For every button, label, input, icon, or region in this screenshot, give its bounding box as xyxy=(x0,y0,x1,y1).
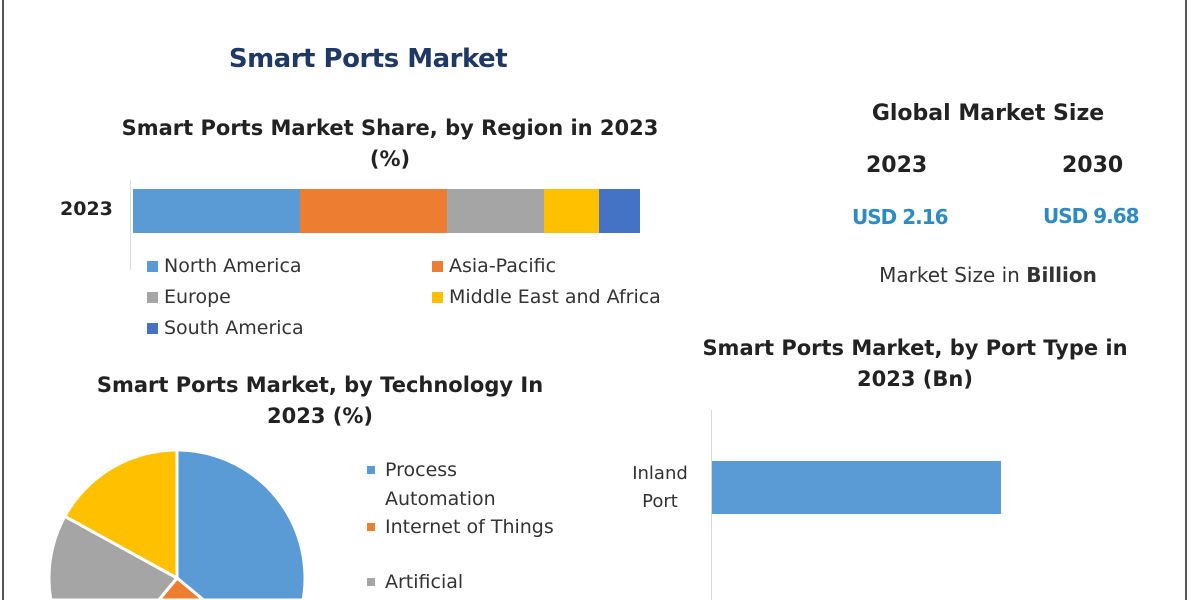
page-title: Smart Ports Market xyxy=(228,44,508,74)
port-type-category-label: Inland Port xyxy=(620,460,700,516)
region-chart-title: Smart Ports Market Share, by Region in 2… xyxy=(120,113,660,175)
legend-label: Middle East and Africa xyxy=(449,286,661,308)
legend-swatch xyxy=(432,291,443,303)
technology-pie xyxy=(47,448,307,600)
port-type-axis-line xyxy=(711,410,712,600)
legend-item-middle-east-africa: Middle East and Africa xyxy=(432,285,661,309)
pie-slice-unlabeled xyxy=(62,448,179,581)
port-type-bar-inland-port xyxy=(712,461,1001,514)
global-market-heading: Global Market Size xyxy=(871,101,1105,126)
port-type-chart-title-line-2: 2023 (Bn) xyxy=(857,367,973,391)
category-line-1: Inland xyxy=(632,463,688,484)
region-axis-line xyxy=(130,180,131,270)
legend-swatch xyxy=(432,260,443,272)
region-chart-title-line-2: (%) xyxy=(369,147,411,171)
year-2030-label: 2030 xyxy=(1062,153,1124,178)
category-line-2: Port xyxy=(642,491,678,512)
pie-legend-process-automation: Process xyxy=(367,458,457,482)
pie-legend-internet-of-things: Internet of Things xyxy=(367,515,554,539)
bar-segment-middle-east-and-africa xyxy=(543,189,600,233)
bar-segment-europe xyxy=(447,189,544,233)
market-size-2030: USD 9.68 xyxy=(1043,204,1140,228)
legend-label: Artificial xyxy=(385,571,464,593)
legend-label: Internet of Things xyxy=(385,516,554,538)
year-2023-label: 2023 xyxy=(866,153,928,178)
legend-swatch xyxy=(367,523,375,531)
region-category-label: 2023 xyxy=(60,198,113,220)
legend-item-europe: Europe xyxy=(147,285,231,309)
technology-chart-title: Smart Ports Market, by Technology In 202… xyxy=(60,370,580,432)
legend-item-asia-pacific: Asia-Pacific xyxy=(432,254,556,278)
bar-segment-north-america xyxy=(133,189,301,233)
legend-swatch xyxy=(367,466,375,474)
unit-note-prefix: Market Size in xyxy=(879,263,1027,287)
bar-segment-asia-pacific xyxy=(300,189,448,233)
region-stacked-bar xyxy=(133,189,640,233)
technology-chart-title-line-1: Smart Ports Market, by Technology In xyxy=(96,373,544,397)
pie-slice-artificial xyxy=(47,514,180,600)
market-size-unit-note: Market Size in Billion xyxy=(830,263,1146,287)
legend-label: Process xyxy=(385,459,458,481)
legend-label: North America xyxy=(164,255,302,277)
legend-label: Europe xyxy=(164,286,231,308)
legend-item-north-america: North America xyxy=(147,254,302,278)
region-chart-title-line-1: Smart Ports Market Share, by Region in 2… xyxy=(121,116,659,140)
legend-swatch xyxy=(147,322,158,334)
port-type-chart-title-line-1: Smart Ports Market, by Port Type in xyxy=(702,336,1128,360)
technology-chart-title-line-2: 2023 (%) xyxy=(267,404,373,428)
market-size-2023: USD 2.16 xyxy=(852,205,949,229)
port-type-chart-title: Smart Ports Market, by Port Type in 2023… xyxy=(660,333,1170,395)
pie-slice-process-automation xyxy=(175,448,307,600)
bar-segment-south-america xyxy=(599,189,640,233)
legend-label: Asia-Pacific xyxy=(449,255,557,277)
legend-item-south-america: South America xyxy=(147,316,304,340)
legend-swatch xyxy=(147,291,158,303)
pie-legend-process-automation-line-2: Automation xyxy=(385,488,496,510)
unit-note-bold: Billion xyxy=(1026,263,1097,287)
pie-legend-artificial: Artificial xyxy=(367,570,463,594)
legend-swatch xyxy=(147,260,158,272)
legend-swatch xyxy=(367,578,375,586)
legend-label: South America xyxy=(164,317,304,339)
